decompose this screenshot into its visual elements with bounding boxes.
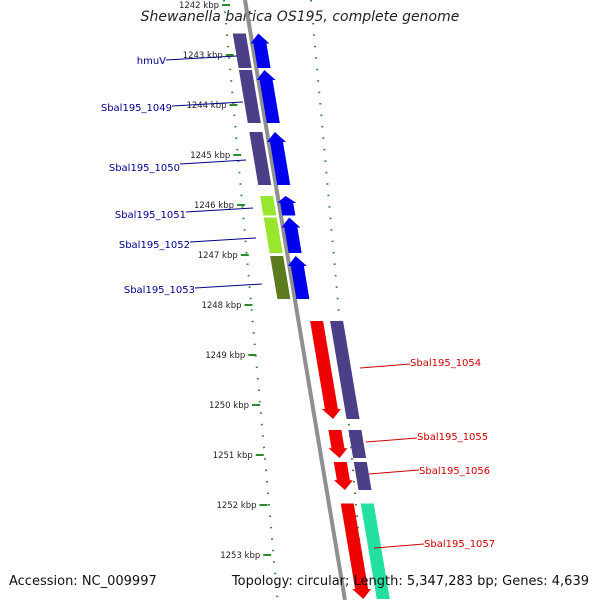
tick-label: 1245 kbp	[190, 151, 230, 161]
forward-gene-arrow	[281, 217, 302, 253]
tick-layer: 1242 kbp 1243 kbp 1244 kbp 1245 kbp 1246 kbp…	[179, 0, 366, 600]
reverse-gene-arrow	[310, 321, 341, 419]
tick-label: 1252 kbp	[216, 501, 256, 511]
gene-label: Sbal195_1051	[115, 210, 186, 221]
gene-label-leader	[179, 159, 247, 165]
tick-label: 1249 kbp	[205, 351, 245, 361]
forward-gene-arrow	[267, 132, 291, 185]
gene-layer	[232, 33, 390, 599]
tick-label: 1242 kbp	[179, 1, 219, 11]
gene-label: Sbal195_1049	[101, 103, 172, 114]
gene-label-layer: hmuV Sbal195_1049 Sbal195_1050 Sbal195_1051…	[101, 55, 495, 550]
accession-text: Accession: NC_009997	[9, 574, 157, 589]
gene-label-leader	[165, 55, 238, 61]
gene-label-leader	[194, 283, 263, 289]
tick-label: 1246 kbp	[194, 201, 234, 211]
genome-backbone-line	[243, 0, 347, 600]
outer-guide-dots	[310, 0, 366, 600]
forward-gene-arrow	[250, 33, 271, 68]
cog-bar	[330, 321, 360, 419]
reverse-gene-arrow	[333, 462, 353, 490]
genome-summary-text: Topology: circular; Length: 5,347,283 bp…	[231, 574, 589, 589]
gene-label: Sbal195_1055	[417, 432, 488, 443]
forward-gene-arrow	[277, 196, 297, 216]
tick-label: 1243 kbp	[183, 51, 223, 61]
cog-bar	[263, 217, 283, 253]
gene-label: hmuV	[137, 56, 166, 67]
tick-label: 1244 kbp	[186, 101, 226, 111]
gene-label: Sbal195_1057	[424, 539, 495, 550]
gene-label: Sbal195_1056	[419, 466, 490, 477]
cog-bar	[232, 33, 252, 68]
gene-label: Sbal195_1052	[119, 240, 190, 251]
forward-gene-arrow	[256, 70, 280, 123]
reverse-gene-arrow	[340, 503, 372, 599]
gene-label-leader	[359, 363, 411, 369]
cog-bar	[353, 462, 372, 490]
gene-label-leader	[365, 437, 418, 443]
cog-bar	[238, 70, 261, 123]
gene-label-leader	[189, 237, 257, 243]
cog-bar	[270, 256, 291, 299]
gene-label: Sbal195_1050	[109, 163, 180, 174]
gene-label-leader	[368, 469, 420, 475]
gene-label-leader	[373, 543, 425, 549]
tick-label: 1247 kbp	[198, 251, 238, 261]
tick-label: 1251 kbp	[213, 451, 253, 461]
cog-bar	[360, 503, 390, 599]
cog-bar	[348, 430, 367, 458]
gene-label-leader	[171, 101, 244, 107]
gene-label: Sbal195_1053	[124, 285, 195, 296]
cog-bar	[260, 196, 277, 216]
gene-label: Sbal195_1054	[410, 358, 481, 369]
backbone-layer	[243, 0, 347, 600]
forward-gene-arrow	[287, 256, 310, 299]
map-title: Shewanella baltica OS195, complete genom…	[140, 9, 460, 25]
tick-label: 1253 kbp	[220, 551, 260, 561]
reverse-gene-arrow	[328, 430, 348, 458]
tick-label: 1248 kbp	[201, 301, 241, 311]
tick-label: 1250 kbp	[209, 401, 249, 411]
gene-label-leader	[185, 207, 254, 213]
cog-bar	[249, 132, 272, 185]
